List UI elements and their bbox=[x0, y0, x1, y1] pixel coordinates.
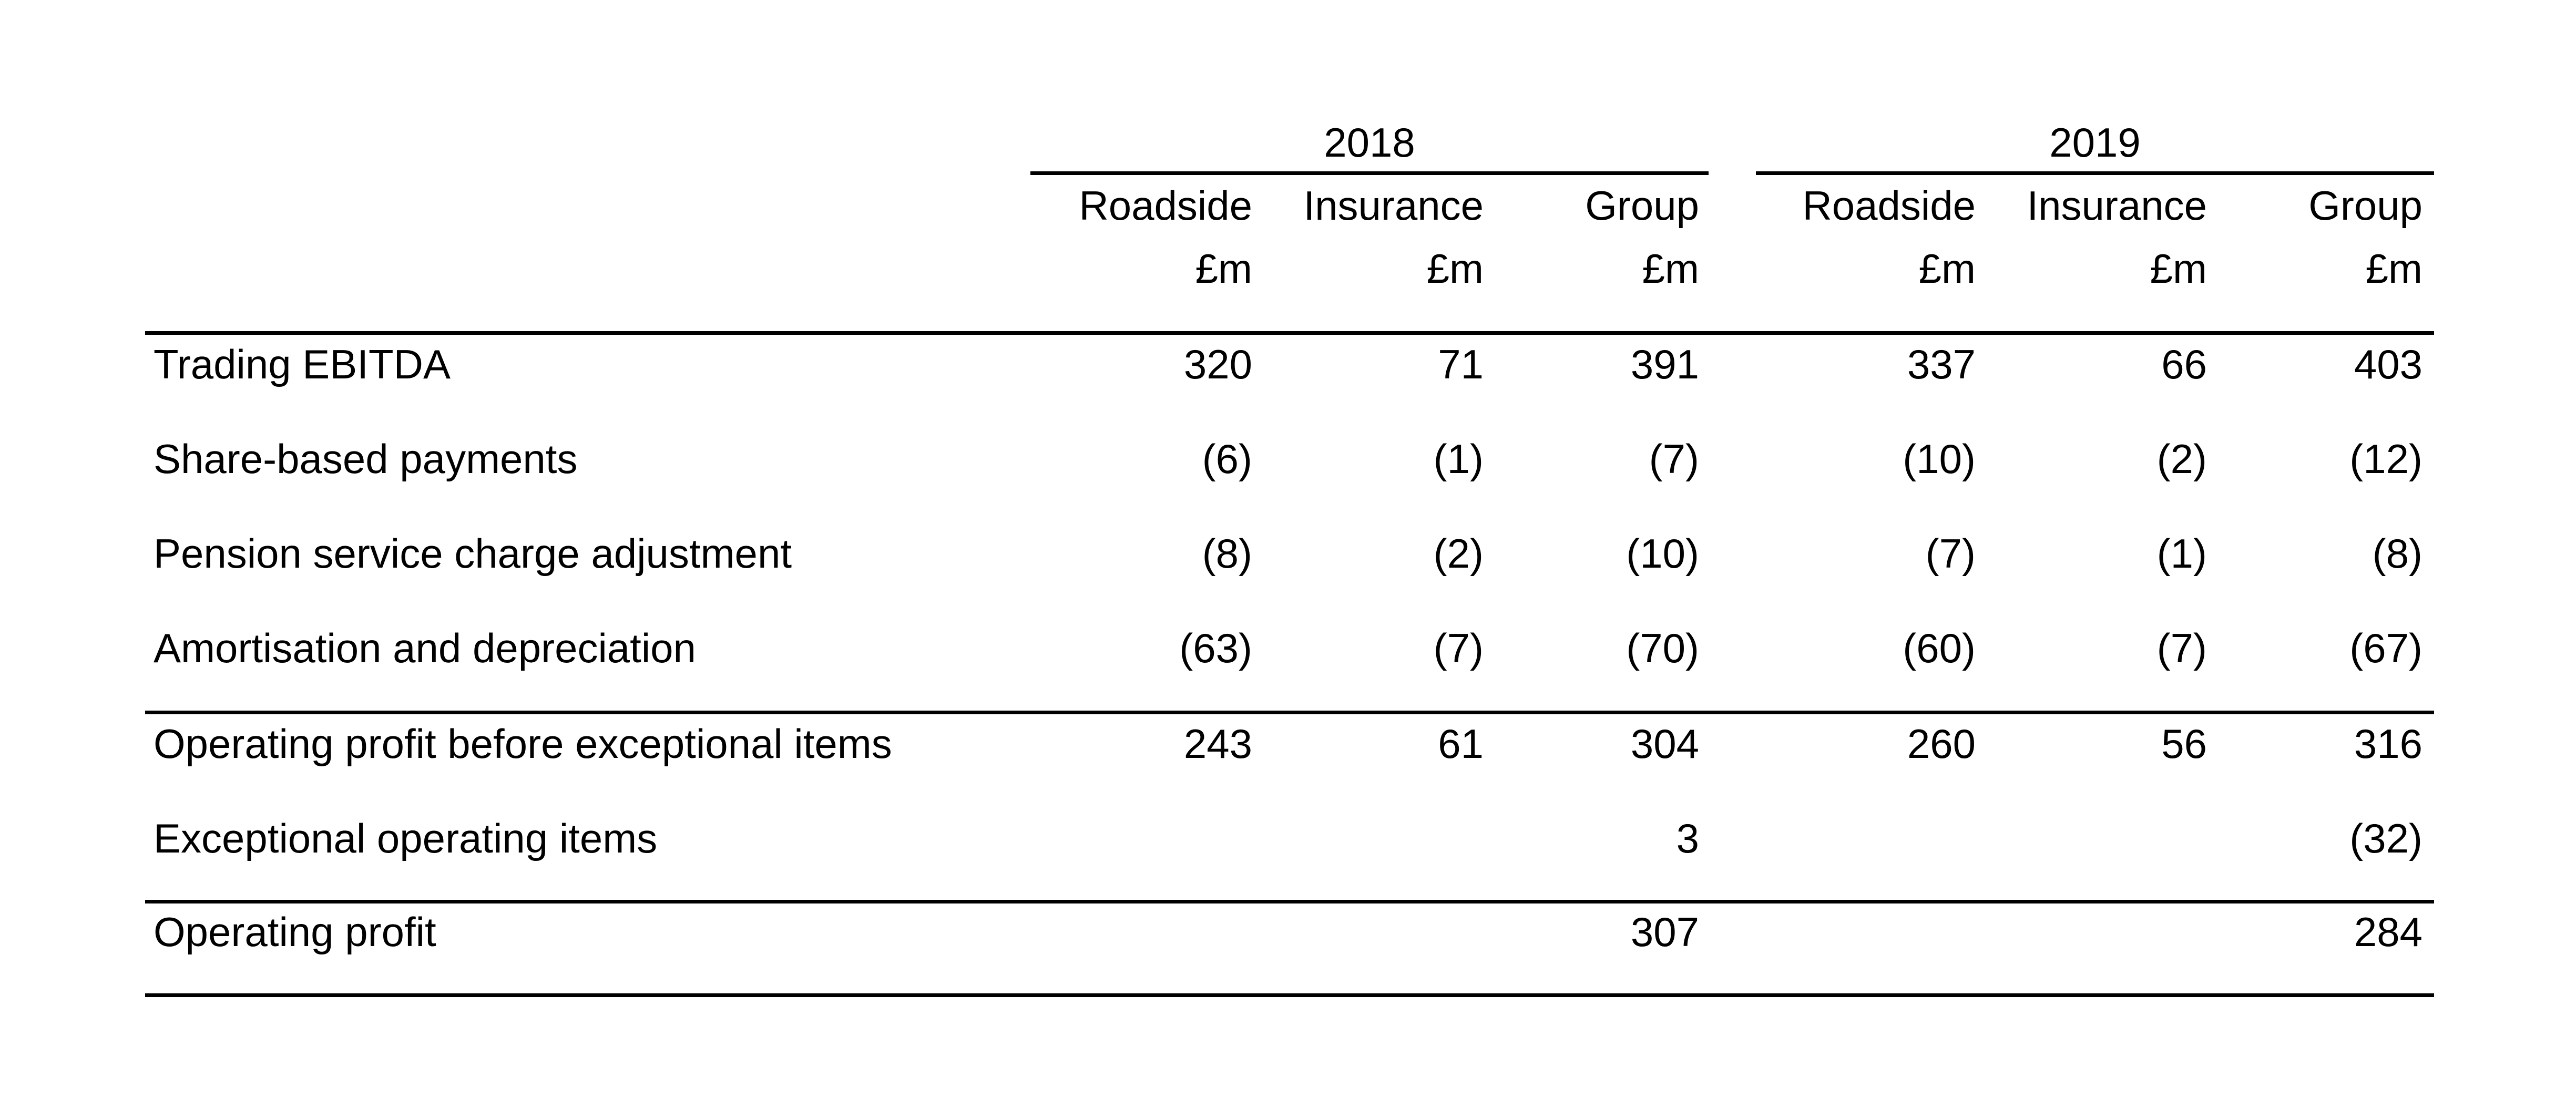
unit-header: £m bbox=[2365, 245, 2422, 292]
table-cell: (7) bbox=[1925, 530, 1976, 577]
row-label: Operating profit bbox=[154, 909, 436, 955]
col-header-2018-roadside: Roadside bbox=[1079, 182, 1252, 229]
col-header-2019-roadside: Roadside bbox=[1802, 182, 1976, 229]
unit-header: £m bbox=[1918, 245, 1976, 292]
row-label: Pension service charge adjustment bbox=[154, 530, 792, 577]
year-header-2019: 2019 bbox=[2049, 119, 2141, 166]
table-cell: (1) bbox=[2156, 530, 2207, 577]
table-cell: 304 bbox=[1630, 721, 1699, 767]
year-2018-rule bbox=[1030, 171, 1709, 175]
bottom-rule bbox=[145, 993, 2434, 997]
table-cell: (2) bbox=[2156, 436, 2207, 482]
row-label: Operating profit before exceptional item… bbox=[154, 721, 892, 767]
table-cell: (1) bbox=[1433, 436, 1484, 482]
col-header-2019-insurance: Insurance bbox=[2027, 182, 2207, 229]
table-cell: 66 bbox=[2161, 341, 2207, 387]
table-cell: (10) bbox=[1626, 530, 1699, 577]
table-cell: (6) bbox=[1202, 436, 1252, 482]
table-cell: 307 bbox=[1630, 909, 1699, 955]
row-label: Amortisation and depreciation bbox=[154, 625, 696, 671]
table-cell: 260 bbox=[1907, 721, 1976, 767]
table-cell: (12) bbox=[2349, 436, 2422, 482]
table-cell: (8) bbox=[1202, 530, 1252, 577]
table-cell: (7) bbox=[2156, 625, 2207, 671]
year-2019-rule bbox=[1756, 171, 2434, 175]
unit-header: £m bbox=[2150, 245, 2207, 292]
table-cell: 284 bbox=[2354, 909, 2422, 955]
total-rule bbox=[145, 900, 2434, 903]
table-cell: (8) bbox=[2372, 530, 2422, 577]
table-cell: 56 bbox=[2161, 721, 2207, 767]
table-cell: (7) bbox=[1649, 436, 1699, 482]
table-cell: 337 bbox=[1907, 341, 1976, 387]
table-cell: (70) bbox=[1626, 625, 1699, 671]
row-label: Trading EBITDA bbox=[154, 341, 451, 387]
col-header-2018-group: Group bbox=[1585, 182, 1699, 229]
header-rule bbox=[145, 331, 2434, 335]
table-cell: (32) bbox=[2349, 815, 2422, 861]
table-cell: (63) bbox=[1179, 625, 1252, 671]
table-cell: (10) bbox=[1903, 436, 1976, 482]
table-cell: 391 bbox=[1630, 341, 1699, 387]
unit-header: £m bbox=[1426, 245, 1484, 292]
row-label: Share-based payments bbox=[154, 436, 578, 482]
table-cell: (60) bbox=[1903, 625, 1976, 671]
unit-header: £m bbox=[1642, 245, 1699, 292]
table-cell: 3 bbox=[1676, 815, 1699, 861]
col-header-2018-insurance: Insurance bbox=[1303, 182, 1484, 229]
table-cell: 61 bbox=[1438, 721, 1484, 767]
table-cell: (7) bbox=[1433, 625, 1484, 671]
row-label: Exceptional operating items bbox=[154, 815, 658, 861]
table-cell: 316 bbox=[2354, 721, 2422, 767]
table-cell: 243 bbox=[1183, 721, 1252, 767]
table-cell: (2) bbox=[1433, 530, 1484, 577]
year-header-2018: 2018 bbox=[1324, 119, 1415, 166]
table-cell: 320 bbox=[1183, 341, 1252, 387]
col-header-2019-group: Group bbox=[2308, 182, 2422, 229]
table-cell: 403 bbox=[2354, 341, 2422, 387]
subtotal-rule bbox=[145, 711, 2434, 714]
unit-header: £m bbox=[1195, 245, 1252, 292]
table-cell: (67) bbox=[2349, 625, 2422, 671]
table-cell: 71 bbox=[1438, 341, 1484, 387]
